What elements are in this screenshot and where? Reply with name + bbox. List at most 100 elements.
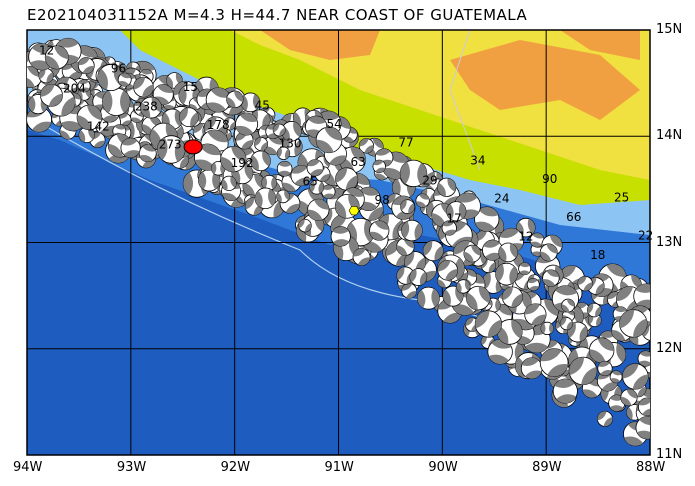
- focal-mechanism-beachball: [309, 179, 325, 195]
- depth-label: 96: [111, 62, 126, 76]
- longitude-label: 89W: [532, 460, 562, 475]
- focal-mechanisms: [27, 37, 650, 447]
- depth-label: 90: [542, 172, 557, 186]
- focal-mechanism-beachball: [276, 146, 291, 160]
- depth-label: 273: [159, 138, 182, 152]
- focal-mechanism-beachball: [298, 218, 312, 233]
- focal-mechanism-beachball: [577, 275, 593, 292]
- longitude-label: 94W: [13, 460, 43, 475]
- depth-label: 66: [566, 210, 581, 224]
- focal-mechanism-beachball: [586, 302, 602, 318]
- land-mountains: [260, 30, 640, 120]
- focal-mechanism-beachball: [539, 348, 569, 377]
- focal-mechanism-beachball: [44, 45, 69, 70]
- focal-mechanism-beachball: [315, 126, 343, 154]
- focal-mechanism-beachball: [276, 189, 290, 204]
- depth-label: 178: [207, 118, 230, 132]
- focal-mechanism-beachball: [77, 79, 91, 93]
- focal-mechanism-beachball: [633, 283, 650, 310]
- focal-mechanism-beachball: [205, 87, 231, 113]
- latitude-label: 12N: [656, 340, 683, 356]
- focal-mechanism-beachball: [520, 357, 543, 380]
- depth-label: 204: [63, 81, 86, 95]
- focal-mechanism-beachball: [198, 169, 221, 192]
- focal-mechanism-beachball: [352, 248, 371, 266]
- focal-mechanism-beachball: [567, 321, 588, 343]
- focal-mechanism-beachball: [597, 360, 613, 377]
- focal-mechanism-beachball: [221, 175, 237, 192]
- focal-mechanism-beachball: [474, 206, 500, 232]
- depth-label: 25: [614, 190, 629, 204]
- focal-mechanism-beachball: [321, 184, 336, 199]
- focal-mechanism-beachball: [540, 321, 554, 336]
- focal-mechanism-beachball: [290, 164, 312, 187]
- focal-mechanism-beachball: [38, 68, 54, 84]
- depth-label: 63: [350, 155, 365, 169]
- depth-label: 77: [398, 135, 413, 149]
- focal-mechanism-beachball: [587, 313, 602, 328]
- depth-label: 12: [39, 43, 54, 57]
- focal-mechanism-beachball: [516, 217, 536, 238]
- depth-label: 65: [303, 174, 318, 188]
- focal-mechanism-beachball: [254, 136, 269, 151]
- focal-mechanism-beachball: [529, 232, 545, 248]
- focal-mechanism-beachball: [77, 57, 95, 74]
- focal-mechanism-beachball: [422, 240, 444, 262]
- longitude-label: 92W: [220, 460, 251, 475]
- depth-label: 15: [183, 80, 198, 94]
- focal-mechanism-beachball: [415, 193, 430, 208]
- focal-mechanism-beachball: [102, 87, 131, 116]
- focal-mechanism-beachball: [235, 112, 259, 136]
- focal-mechanism-beachball: [254, 187, 277, 210]
- depth-label: 17: [446, 211, 461, 225]
- depth-label: 142: [87, 119, 110, 133]
- focal-mechanism-beachball: [561, 298, 575, 313]
- focal-mechanism-beachball: [539, 243, 558, 262]
- focal-mechanism-beachball: [608, 394, 626, 412]
- focal-mechanism-beachball: [250, 150, 271, 172]
- latitude-label: 14N: [656, 128, 683, 144]
- map-frame: [26, 29, 651, 456]
- focal-mechanism-beachball: [559, 317, 573, 331]
- focal-mechanism-beachball: [276, 160, 293, 177]
- focal-mechanism-beachball: [552, 378, 578, 404]
- focal-mechanism-beachball: [620, 388, 638, 407]
- focal-mechanism-beachball: [463, 244, 482, 263]
- focal-mechanism-beachball: [498, 242, 518, 263]
- focal-mechanism-beachball: [220, 146, 247, 173]
- focal-mechanism-beachball: [117, 72, 132, 87]
- focal-mechanism-beachball: [526, 278, 540, 291]
- depth-label: 29: [422, 173, 437, 187]
- depth-label: 45: [255, 98, 270, 112]
- focal-mechanism-beachball: [497, 319, 523, 345]
- latitude-label: 15N: [656, 22, 683, 37]
- focal-mechanism-beachball: [133, 76, 154, 98]
- focal-mechanism-beachball: [609, 370, 623, 384]
- focal-mechanism-beachball: [518, 262, 532, 276]
- focal-mechanism-beachball: [619, 309, 648, 338]
- longitude-label: 93W: [116, 460, 147, 475]
- depth-label: 192: [231, 156, 254, 170]
- main-event-marker: [183, 139, 203, 155]
- focal-mechanism-beachball: [637, 350, 650, 367]
- map-title: E202104031152A M=4.3 H=44.7 NEAR COAST O…: [27, 6, 528, 24]
- focal-mechanism-beachball: [140, 96, 162, 119]
- focal-mechanism-beachball: [120, 137, 141, 158]
- focal-mechanism-beachball: [78, 126, 95, 144]
- depth-label: 34: [470, 154, 485, 168]
- latitude-label: 11N: [656, 447, 683, 462]
- focal-mechanism-beachball: [622, 363, 649, 390]
- focal-mechanism-beachball: [235, 131, 254, 150]
- depth-label: 22: [638, 228, 653, 242]
- station-marker: [348, 205, 360, 216]
- focal-mechanism-beachball: [307, 198, 330, 221]
- focal-mechanism-beachball: [226, 90, 244, 109]
- focal-mechanism-beachball: [76, 104, 103, 131]
- focal-mechanism-beachball: [272, 123, 286, 137]
- focal-mechanism-beachball: [401, 219, 423, 242]
- focal-mechanism-beachball: [372, 159, 386, 174]
- focal-mechanism-beachball: [416, 286, 440, 310]
- longitude-label: 90W: [428, 460, 458, 475]
- focal-mechanism-beachball: [568, 356, 598, 386]
- focal-mechanism-beachball: [179, 107, 199, 128]
